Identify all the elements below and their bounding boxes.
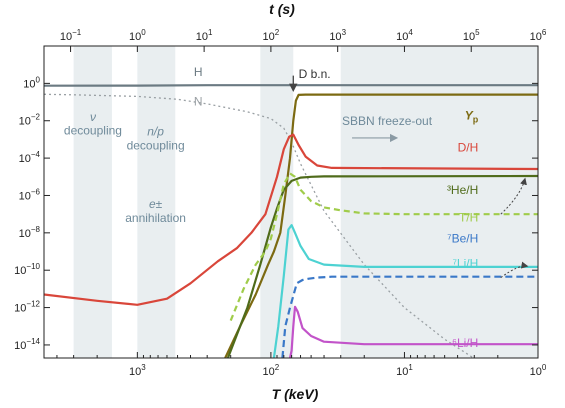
series-label-0: H	[194, 65, 203, 79]
y-tick-label-1: 10−2	[19, 113, 41, 128]
series-line-5	[229, 172, 538, 322]
top-tick-label-7: 106	[530, 28, 547, 43]
series-line-6	[281, 275, 538, 358]
y-tick-label-7: 10−14	[14, 337, 40, 352]
abundance-curves	[44, 84, 538, 358]
bottom-tick-label-2: 101	[396, 363, 413, 378]
top-axis-title: t (s)	[269, 1, 295, 17]
top-tick-label-3: 102	[263, 28, 280, 43]
y-tick-label-4: 10−8	[19, 225, 41, 240]
y-tick-label-3: 10−6	[19, 187, 41, 202]
bottom-tick-label-0: 103	[129, 363, 146, 378]
y-tick-label-2: 10−4	[19, 150, 41, 165]
axis-ticks: 103 102 101 100 10−1 100 101 102 103 104 105 106 100…	[14, 28, 547, 378]
top-tick-label-4: 103	[329, 28, 346, 43]
era-bands	[73, 46, 538, 358]
bottom-tick-label-3: 100	[530, 363, 547, 378]
annotation-5: annihilation	[125, 211, 186, 225]
era-band-0	[73, 46, 112, 358]
annotation-6: D b.n.	[299, 67, 331, 81]
series-label-6: ⁷Be/H	[447, 232, 478, 246]
series-label-5: T/H	[459, 211, 478, 225]
series-line-1	[44, 93, 475, 358]
top-tick-label-2: 101	[196, 28, 213, 43]
bottom-axis-title: T (keV)	[272, 386, 319, 402]
chart-labels: HNYpD/H³He/HT/H⁷Be/H⁷Li/H⁶Li/Hνdecouplin…	[64, 65, 479, 350]
series-line-7	[272, 224, 538, 358]
era-band-2	[260, 46, 294, 358]
top-tick-label-0: 10−1	[60, 28, 82, 43]
top-tick-label-1: 100	[129, 28, 146, 43]
bottom-tick-label-1: 102	[263, 363, 280, 378]
y-tick-label-0: 100	[23, 75, 40, 90]
annotation-arrows	[289, 75, 529, 279]
annotation-0: ν	[90, 110, 96, 124]
top-tick-label-6: 105	[463, 28, 480, 43]
era-band-3	[340, 46, 538, 358]
era-band-1	[137, 46, 176, 358]
tritium-decay-arrow	[500, 177, 527, 215]
annotation-1: decoupling	[64, 124, 122, 138]
annotation-4: e±	[149, 197, 163, 211]
plot-frame	[43, 45, 539, 359]
series-line-2	[224, 93, 538, 358]
series-label-1: N	[194, 95, 203, 109]
y-tick-label-6: 10−12	[14, 300, 40, 315]
annotation-3: decoupling	[127, 139, 185, 153]
series-label-8: ⁶Li/H	[452, 336, 478, 350]
series-label-2: Yp	[465, 108, 479, 124]
annotation-2: n/p	[147, 125, 164, 139]
series-label-7: ⁷Li/H	[453, 256, 479, 270]
series-line-3	[44, 133, 538, 306]
series-label-3: D/H	[458, 141, 479, 155]
annotation-7: SBBN freeze-out	[342, 114, 433, 128]
y-tick-label-5: 10−10	[14, 262, 40, 277]
series-label-4: ³He/H	[447, 183, 478, 197]
series-line-8	[288, 305, 538, 358]
top-tick-label-5: 104	[396, 28, 413, 43]
series-line-0	[44, 84, 538, 87]
